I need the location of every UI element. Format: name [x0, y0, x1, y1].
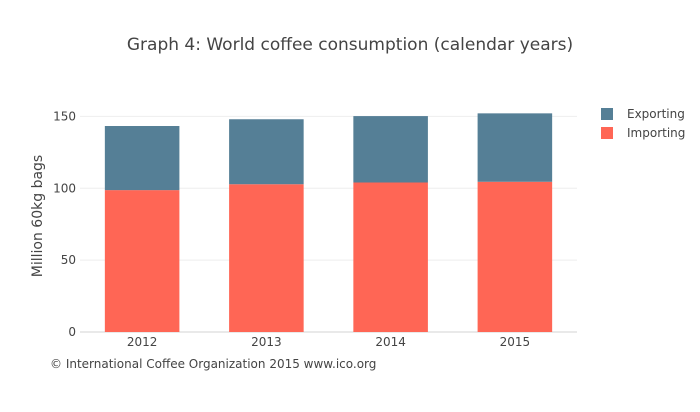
- bar-exporting-2014: [353, 116, 428, 183]
- bar-importing-2013: [229, 184, 304, 332]
- legend-swatch-importing: [601, 127, 613, 139]
- x-tick-labels: 2012 2013 2014 2015: [127, 335, 530, 349]
- y-axis-label: Million 60kg bags: [30, 155, 46, 277]
- bar-importing-2012: [104, 190, 180, 332]
- x-tick-label: 2012: [127, 335, 158, 349]
- x-tick-label: 2013: [251, 335, 282, 349]
- legend-swatch-exporting: [601, 108, 613, 120]
- y-tick-label: 50: [61, 253, 76, 267]
- x-tick-label: 2015: [500, 335, 531, 349]
- chart-title: Graph 4: World coffee consumption (calen…: [127, 35, 573, 55]
- legend-label-importing: Importing: [627, 126, 685, 140]
- bar-importing-2014: [353, 182, 428, 332]
- legend: Exporting Importing: [601, 107, 685, 140]
- source-note: © International Coffee Organization 2015…: [50, 357, 376, 371]
- bar-exporting-2015: [477, 113, 553, 182]
- bar-exporting-2013: [229, 119, 304, 185]
- bar-exporting-2012: [104, 126, 180, 191]
- bars: [104, 113, 553, 332]
- legend-label-exporting: Exporting: [627, 107, 685, 121]
- x-tick-label: 2014: [375, 335, 406, 349]
- bar-importing-2015: [477, 181, 553, 332]
- y-tick-label: 0: [68, 325, 76, 339]
- y-tick-label: 100: [53, 181, 76, 195]
- y-tick-labels: 0 50 100 150: [53, 109, 76, 339]
- y-tick-label: 150: [53, 109, 76, 123]
